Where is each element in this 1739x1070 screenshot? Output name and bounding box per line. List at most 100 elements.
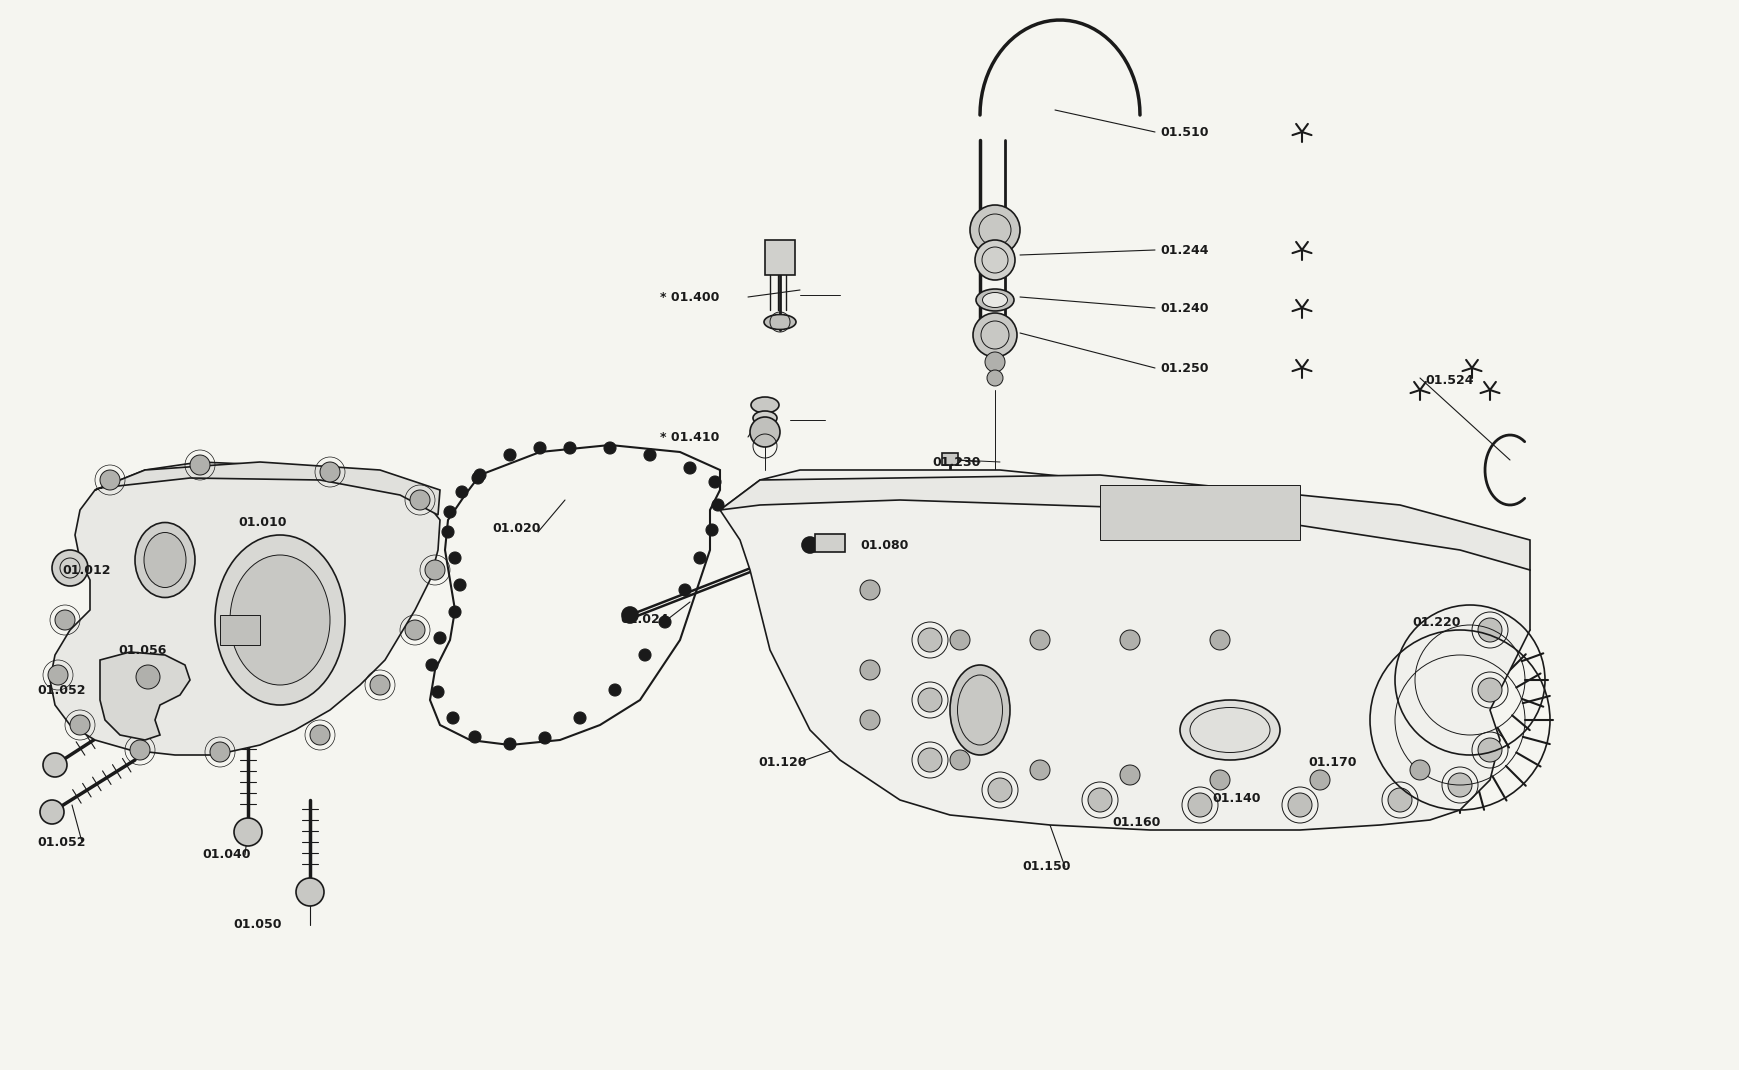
Circle shape [1029, 630, 1049, 649]
Ellipse shape [144, 533, 186, 587]
Text: * 01.410: * 01.410 [659, 430, 718, 443]
Circle shape [449, 552, 461, 564]
Circle shape [442, 526, 454, 538]
Circle shape [233, 817, 263, 846]
Circle shape [405, 620, 424, 640]
Circle shape [1476, 618, 1501, 642]
Circle shape [988, 778, 1012, 802]
Text: 01.024: 01.024 [619, 612, 668, 626]
Ellipse shape [976, 289, 1014, 311]
Circle shape [563, 442, 576, 454]
Circle shape [473, 469, 485, 482]
Circle shape [694, 552, 706, 564]
Circle shape [52, 550, 89, 586]
Circle shape [1029, 760, 1049, 780]
Text: 01.160: 01.160 [1111, 815, 1160, 828]
Circle shape [859, 660, 880, 681]
Circle shape [449, 606, 461, 618]
Polygon shape [720, 470, 1529, 830]
Circle shape [706, 524, 718, 536]
Circle shape [1209, 630, 1229, 649]
Text: 01.510: 01.510 [1160, 125, 1209, 138]
Polygon shape [50, 462, 440, 755]
Circle shape [678, 584, 690, 596]
Circle shape [643, 449, 656, 461]
Text: 01.244: 01.244 [1160, 244, 1209, 257]
Circle shape [918, 748, 941, 771]
Text: 01.230: 01.230 [932, 456, 979, 469]
Text: 01.170: 01.170 [1308, 755, 1356, 768]
Text: 01.240: 01.240 [1160, 302, 1209, 315]
Circle shape [969, 205, 1019, 255]
Circle shape [621, 607, 638, 623]
Circle shape [447, 712, 459, 724]
Circle shape [504, 449, 516, 461]
Circle shape [40, 800, 64, 824]
Circle shape [534, 442, 546, 454]
Circle shape [1447, 773, 1471, 797]
Circle shape [1476, 678, 1501, 702]
Circle shape [984, 352, 1005, 372]
Circle shape [130, 740, 150, 760]
Circle shape [949, 750, 969, 770]
Text: 01.140: 01.140 [1212, 793, 1259, 806]
Circle shape [433, 632, 445, 644]
Circle shape [470, 731, 480, 743]
Circle shape [443, 506, 456, 518]
Circle shape [750, 417, 779, 447]
Circle shape [1287, 793, 1311, 817]
Circle shape [456, 486, 468, 498]
Text: 01.250: 01.250 [1160, 362, 1209, 374]
Ellipse shape [983, 292, 1007, 307]
Circle shape [410, 490, 430, 510]
Circle shape [1188, 793, 1212, 817]
Circle shape [1309, 770, 1329, 790]
Circle shape [471, 472, 483, 484]
Circle shape [1087, 788, 1111, 812]
Text: 01.052: 01.052 [37, 836, 85, 849]
Circle shape [539, 732, 551, 744]
Circle shape [683, 462, 696, 474]
Ellipse shape [216, 535, 344, 705]
Circle shape [1409, 760, 1429, 780]
Circle shape [370, 675, 390, 696]
Circle shape [708, 476, 720, 488]
Circle shape [99, 470, 120, 490]
Bar [1099, 485, 1299, 540]
Text: 01.050: 01.050 [233, 918, 282, 932]
Circle shape [424, 560, 445, 580]
Circle shape [603, 442, 616, 454]
Circle shape [638, 649, 650, 661]
Circle shape [1120, 765, 1139, 785]
Text: 01.052: 01.052 [37, 684, 85, 697]
Ellipse shape [1179, 700, 1280, 760]
Circle shape [859, 710, 880, 730]
Circle shape [711, 499, 723, 511]
Ellipse shape [751, 397, 779, 413]
Circle shape [310, 725, 330, 745]
Circle shape [136, 664, 160, 689]
Circle shape [972, 314, 1016, 357]
Ellipse shape [230, 555, 330, 685]
Ellipse shape [136, 522, 195, 597]
Circle shape [43, 753, 68, 777]
Circle shape [320, 462, 339, 482]
Text: * 01.400: * 01.400 [659, 290, 718, 304]
Text: 01.080: 01.080 [859, 538, 908, 551]
Circle shape [426, 659, 438, 671]
Circle shape [210, 742, 230, 762]
Circle shape [974, 240, 1014, 280]
Ellipse shape [763, 315, 795, 330]
Text: 01.120: 01.120 [758, 755, 807, 768]
Polygon shape [720, 475, 1529, 570]
Text: 01.056: 01.056 [118, 643, 167, 657]
Bar [219, 615, 259, 645]
Polygon shape [99, 652, 190, 740]
Circle shape [1209, 770, 1229, 790]
Text: 01.150: 01.150 [1021, 860, 1069, 873]
Text: 01.012: 01.012 [63, 564, 111, 577]
Text: 01.220: 01.220 [1410, 615, 1459, 628]
Circle shape [431, 686, 443, 698]
Bar [941, 453, 958, 465]
Circle shape [49, 664, 68, 685]
